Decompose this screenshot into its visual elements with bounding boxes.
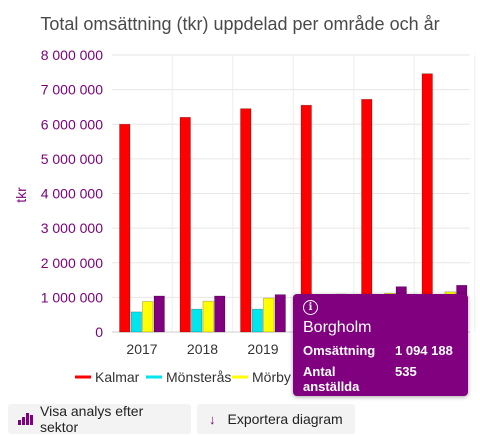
bar-kalmar-2018[interactable] [179, 117, 191, 333]
legend-item-mönsterås[interactable]: Mönsterås [166, 369, 231, 385]
x-tick-label: 2018 [187, 341, 218, 357]
tooltip-employees-value: 535 [395, 364, 417, 379]
y-tick-label: 3 000 000 [41, 220, 103, 236]
y-axis-ticks: 0 1 000 000 2 000 000 3 000 000 4 000 000 5 0… [41, 47, 104, 340]
y-tick-label: 8 000 000 [41, 47, 103, 63]
bar-borgholm-2017[interactable] [153, 295, 165, 333]
bar-mörbylånga-2019[interactable] [263, 297, 275, 333]
bar-chart: 0 1 000 000 2 000 000 3 000 000 4 000 000 5 0… [13, 47, 476, 385]
data-tooltip: i Borgholm Omsättning 1 094 188 Antal an… [293, 294, 468, 396]
legend-item-mörby[interactable]: Mörby [252, 369, 291, 385]
bar-chart-icon [18, 413, 34, 425]
legend-item-kalmar[interactable]: Kalmar [95, 369, 140, 385]
bar-mönsterås-2017[interactable] [130, 311, 142, 333]
bar-mönsterås-2018[interactable] [191, 308, 203, 333]
y-tick-label: 6 000 000 [41, 116, 103, 132]
tooltip-employees-label: Antal anställda [303, 364, 360, 394]
sector-analysis-label: Visa analys efter sektor [40, 403, 144, 435]
bar-kalmar-2019[interactable] [240, 108, 252, 333]
y-tick-label: 7 000 000 [41, 82, 103, 98]
chart-title: Total omsättning (tkr) uppdelad per områ… [40, 14, 440, 34]
arrow-down-icon: ↓ [209, 411, 216, 427]
bar-mörbylånga-2018[interactable] [202, 300, 214, 333]
bar-kalmar-2017[interactable] [119, 123, 131, 333]
chart-grid [112, 54, 476, 333]
info-icon: i [303, 300, 318, 315]
bar-mönsterås-2019[interactable] [251, 308, 263, 333]
bar-borgholm-2018[interactable] [214, 295, 226, 333]
export-chart-label: Exportera diagram [227, 411, 343, 427]
export-chart-button[interactable]: ↓ Exportera diagram [197, 404, 355, 434]
sector-analysis-button[interactable]: Visa analys efter sektor [8, 403, 191, 435]
y-axis-label: tkr [13, 187, 29, 203]
bar-mörbylånga-2017[interactable] [142, 301, 154, 333]
x-tick-label: 2019 [247, 341, 278, 357]
chart-legend: Kalmar Mönsterås Mörby [75, 369, 291, 385]
tooltip-revenue-label: Omsättning [303, 343, 376, 358]
y-tick-label: 4 000 000 [41, 186, 103, 202]
y-tick-label: 0 [95, 324, 103, 340]
tooltip-area-name: Borgholm [303, 319, 372, 336]
y-tick-label: 2 000 000 [41, 255, 103, 271]
tooltip-revenue-value: 1 094 188 [395, 343, 453, 358]
x-axis-ticks: 2017 2018 2019 [126, 341, 278, 357]
y-tick-label: 5 000 000 [41, 151, 103, 167]
bar-borgholm-2019[interactable] [274, 294, 286, 333]
x-tick-label: 2017 [126, 341, 157, 357]
y-tick-label: 1 000 000 [41, 289, 103, 305]
